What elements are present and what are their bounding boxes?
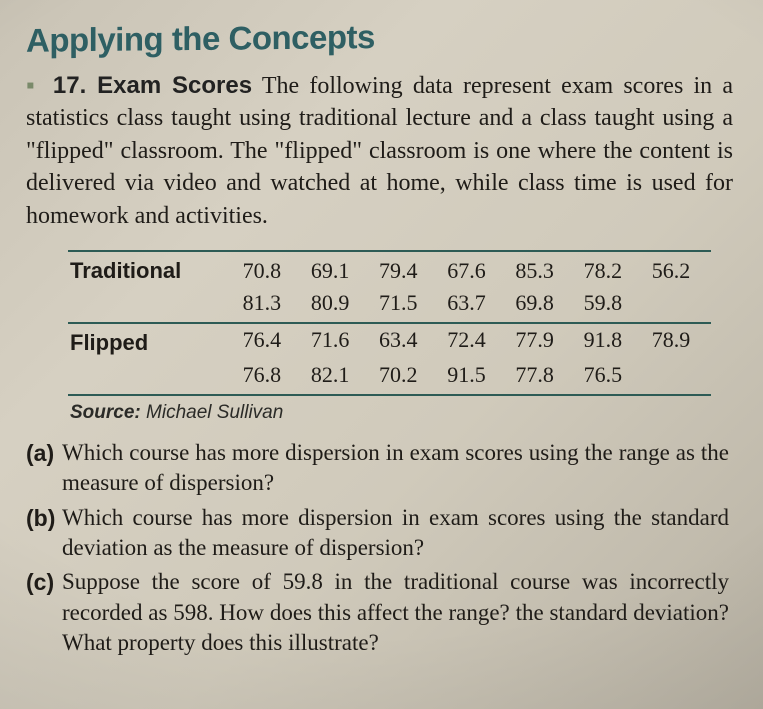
cell: 59.8: [575, 287, 643, 323]
cell: [643, 287, 711, 323]
cell: 77.9: [506, 323, 574, 359]
cell: 79.4: [370, 251, 438, 287]
part-label: (c): [26, 567, 62, 658]
cell: 76.5: [575, 359, 643, 395]
part-label: (b): [26, 503, 62, 564]
problem-statement: ▪ 17. Exam Scores The following data rep…: [26, 70, 733, 232]
cell: 82.1: [302, 359, 370, 395]
table-row: Flipped 76.4 71.6 63.4 72.4 77.9 91.8 78…: [68, 323, 711, 359]
source-label: Source:: [70, 402, 141, 423]
cell: 69.8: [506, 287, 574, 323]
cell: 76.8: [234, 359, 302, 395]
cell: 56.2: [643, 251, 711, 287]
cell: 70.8: [234, 251, 302, 287]
section-heading: Applying the Concepts: [26, 14, 733, 59]
cell: [643, 359, 711, 395]
cell: 91.8: [575, 323, 643, 359]
cell: 76.4: [234, 323, 302, 359]
cell: 71.6: [302, 323, 370, 359]
cell: 77.8: [506, 359, 574, 395]
part-a: (a) Which course has more dispersion in …: [26, 438, 729, 499]
data-table: Traditional 70.8 69.1 79.4 67.6 85.3 78.…: [68, 250, 711, 396]
table-source: Source: Michael Sullivan: [70, 402, 733, 424]
part-label: (a): [26, 438, 62, 499]
cell: 71.5: [370, 287, 438, 323]
cell: 63.4: [370, 323, 438, 359]
source-text: Michael Sullivan: [146, 402, 283, 423]
part-text: Which course has more dispersion in exam…: [62, 438, 729, 499]
problem-number-title: 17. Exam Scores: [53, 72, 252, 99]
data-table-wrapper: Traditional 70.8 69.1 79.4 67.6 85.3 78.…: [68, 250, 711, 396]
cell: 69.1: [302, 251, 370, 287]
cell: 81.3: [234, 287, 302, 323]
row-label: Flipped: [68, 323, 234, 359]
row-label: Traditional: [68, 251, 234, 287]
cell: 91.5: [438, 359, 506, 395]
cell: 70.2: [370, 359, 438, 395]
cell: 85.3: [506, 251, 574, 287]
question-parts: (a) Which course has more dispersion in …: [26, 438, 729, 659]
part-c: (c) Suppose the score of 59.8 in the tra…: [26, 567, 729, 658]
part-text: Suppose the score of 59.8 in the traditi…: [62, 567, 729, 658]
cell: 80.9: [302, 287, 370, 323]
cell: 63.7: [438, 287, 506, 323]
problem-marker-icon: ▪: [26, 72, 39, 99]
cell: 72.4: [438, 323, 506, 359]
table-row: 76.8 82.1 70.2 91.5 77.8 76.5: [68, 359, 711, 395]
cell: 78.9: [643, 323, 711, 359]
part-b: (b) Which course has more dispersion in …: [26, 503, 729, 564]
cell: 78.2: [575, 251, 643, 287]
table-row: 81.3 80.9 71.5 63.7 69.8 59.8: [68, 287, 711, 323]
part-text: Which course has more dispersion in exam…: [62, 503, 729, 564]
table-row: Traditional 70.8 69.1 79.4 67.6 85.3 78.…: [68, 251, 711, 287]
cell: 67.6: [438, 251, 506, 287]
